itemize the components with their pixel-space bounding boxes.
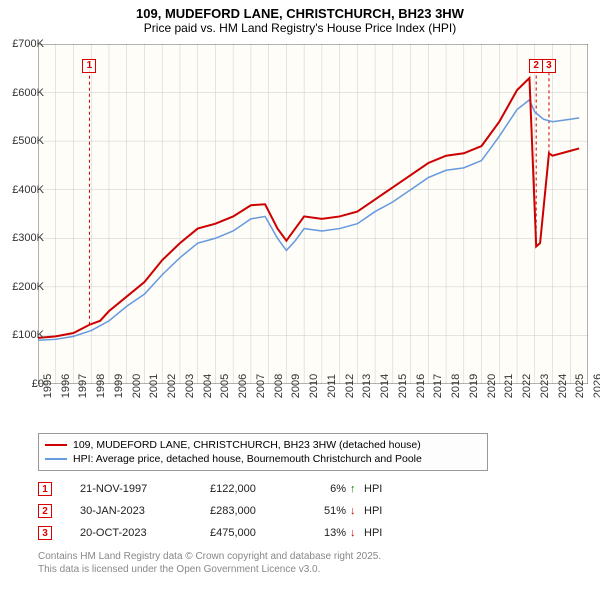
x-tick-label: 2005 xyxy=(219,374,231,398)
transaction-row: 3 20-OCT-2023£475,00013%↓HPI xyxy=(38,522,404,544)
x-tick-label: 1999 xyxy=(113,374,125,398)
x-tick-label: 1996 xyxy=(60,374,72,398)
x-tick-label: 2013 xyxy=(361,374,373,398)
y-tick-label: £500K xyxy=(12,135,44,147)
transaction-marker: 2 xyxy=(38,504,52,518)
legend-row: 109, MUDEFORD LANE, CHRISTCHURCH, BH23 3… xyxy=(45,438,481,452)
legend-swatch xyxy=(45,444,67,446)
legend-label: 109, MUDEFORD LANE, CHRISTCHURCH, BH23 3… xyxy=(73,439,421,451)
x-tick-label: 2002 xyxy=(166,374,178,398)
transaction-pct: 51% xyxy=(310,505,350,517)
x-tick-label: 1995 xyxy=(42,374,54,398)
legend-row: HPI: Average price, detached house, Bour… xyxy=(45,452,481,466)
transaction-date: 20-OCT-2023 xyxy=(80,527,210,539)
chart-plot xyxy=(38,44,588,384)
x-tick-label: 2003 xyxy=(184,374,196,398)
x-tick-label: 2026 xyxy=(592,374,600,398)
x-tick-label: 2007 xyxy=(255,374,267,398)
y-tick-label: £400K xyxy=(12,184,44,196)
x-tick-label: 2021 xyxy=(503,374,515,398)
x-tick-label: 2018 xyxy=(450,374,462,398)
y-tick-label: £200K xyxy=(12,281,44,293)
legend-label: HPI: Average price, detached house, Bour… xyxy=(73,453,422,465)
transaction-price: £283,000 xyxy=(210,505,310,517)
x-tick-label: 2009 xyxy=(290,374,302,398)
y-tick-label: £700K xyxy=(12,38,44,50)
transaction-price: £122,000 xyxy=(210,483,310,495)
x-tick-label: 2006 xyxy=(237,374,249,398)
transaction-hpi-label: HPI xyxy=(364,505,404,517)
x-tick-label: 2011 xyxy=(326,374,338,398)
x-tick-label: 1997 xyxy=(77,374,89,398)
x-tick-label: 2020 xyxy=(486,374,498,398)
transaction-arrow-icon: ↑ xyxy=(350,483,364,495)
transaction-pct: 13% xyxy=(310,527,350,539)
footer-attribution: Contains HM Land Registry data © Crown c… xyxy=(38,550,381,576)
x-tick-label: 2017 xyxy=(432,374,444,398)
x-tick-label: 2015 xyxy=(397,374,409,398)
x-tick-label: 2004 xyxy=(202,374,214,398)
footer-line-2: This data is licensed under the Open Gov… xyxy=(38,563,381,576)
transaction-row: 2 30-JAN-2023£283,00051%↓HPI xyxy=(38,500,404,522)
transaction-date: 21-NOV-1997 xyxy=(80,483,210,495)
chart-marker-3: 3 xyxy=(542,59,556,73)
title-line-2: Price paid vs. HM Land Registry's House … xyxy=(0,21,600,35)
y-tick-label: £600K xyxy=(12,87,44,99)
transaction-hpi-label: HPI xyxy=(364,527,404,539)
x-tick-label: 2014 xyxy=(379,374,391,398)
transaction-row: 1 21-NOV-1997£122,0006%↑HPI xyxy=(38,478,404,500)
x-tick-label: 2008 xyxy=(273,374,285,398)
x-tick-label: 2016 xyxy=(415,374,427,398)
x-tick-label: 2012 xyxy=(344,374,356,398)
transaction-hpi-label: HPI xyxy=(364,483,404,495)
chart-title: 109, MUDEFORD LANE, CHRISTCHURCH, BH23 3… xyxy=(0,0,600,37)
x-tick-label: 2023 xyxy=(539,374,551,398)
x-tick-label: 2000 xyxy=(131,374,143,398)
legend-swatch xyxy=(45,458,67,460)
transaction-arrow-icon: ↓ xyxy=(350,527,364,539)
x-tick-label: 2025 xyxy=(574,374,586,398)
x-tick-label: 2010 xyxy=(308,374,320,398)
y-tick-label: £300K xyxy=(12,232,44,244)
footer-line-1: Contains HM Land Registry data © Crown c… xyxy=(38,550,381,563)
transaction-arrow-icon: ↓ xyxy=(350,505,364,517)
x-tick-label: 2024 xyxy=(557,374,569,398)
x-tick-label: 2001 xyxy=(148,374,160,398)
transaction-price: £475,000 xyxy=(210,527,310,539)
title-line-1: 109, MUDEFORD LANE, CHRISTCHURCH, BH23 3… xyxy=(0,6,600,21)
x-tick-label: 2019 xyxy=(468,374,480,398)
transaction-date: 30-JAN-2023 xyxy=(80,505,210,517)
transaction-marker: 1 xyxy=(38,482,52,496)
transaction-table: 121-NOV-1997£122,0006%↑HPI230-JAN-2023£2… xyxy=(38,478,404,544)
legend: 109, MUDEFORD LANE, CHRISTCHURCH, BH23 3… xyxy=(38,433,488,471)
x-tick-label: 1998 xyxy=(95,374,107,398)
chart-svg xyxy=(38,44,588,384)
x-tick-label: 2022 xyxy=(521,374,533,398)
transaction-marker: 3 xyxy=(38,526,52,540)
chart-marker-1: 1 xyxy=(82,59,96,73)
transaction-pct: 6% xyxy=(310,483,350,495)
y-tick-label: £100K xyxy=(12,329,44,341)
